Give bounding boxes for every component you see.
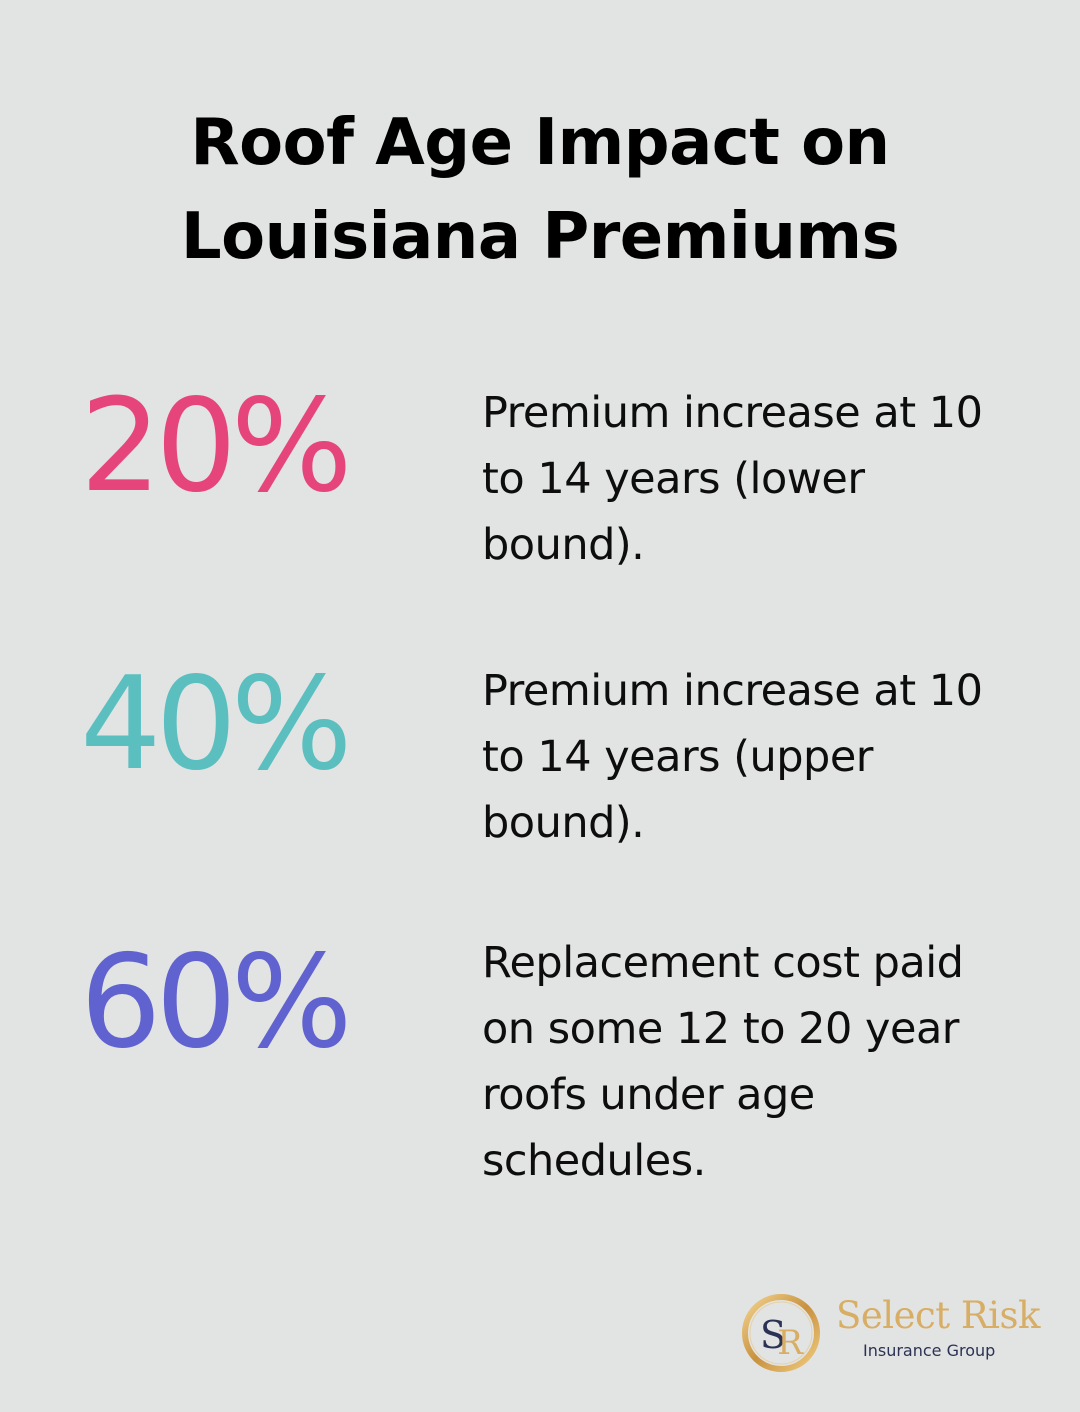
- page-title: Roof Age Impact on Louisiana Premiums: [0, 96, 1080, 284]
- stat-description-line: Premium increase at 10: [482, 388, 983, 438]
- stat-value: 60%: [80, 928, 353, 1077]
- stat-description-line: bound).: [482, 798, 645, 848]
- logo-monogram-s: S: [760, 1313, 786, 1357]
- stat-description-line: Replacement cost paid: [482, 938, 964, 988]
- stat-description-line: roofs under age: [482, 1070, 815, 1120]
- stat-description-line: to 14 years (lower: [482, 454, 865, 504]
- title-line-2: Louisiana Premiums: [180, 200, 900, 274]
- logo-subtitle: Insurance Group: [863, 1341, 996, 1360]
- logo-name: Select Risk: [836, 1294, 1040, 1337]
- stat-description-line: to 14 years (upper: [482, 732, 873, 782]
- stat-description-line: bound).: [482, 520, 645, 570]
- stat-description: Replacement cost paid on some 12 to 20 y…: [482, 930, 1042, 1194]
- stat-description-line: Premium increase at 10: [482, 666, 983, 716]
- stat-value: 20%: [80, 372, 353, 521]
- stat-description-line: schedules.: [482, 1136, 706, 1186]
- stat-value: 40%: [80, 650, 353, 799]
- title-line-1: Roof Age Impact on: [190, 106, 890, 180]
- stat-description-line: on some 12 to 20 year: [482, 1004, 960, 1054]
- stat-description: Premium increase at 10 to 14 years (uppe…: [482, 658, 1042, 856]
- logo-monogram-icon: S R: [742, 1294, 820, 1372]
- logo-monogram-r: R: [777, 1323, 804, 1363]
- stat-description: Premium increase at 10 to 14 years (lowe…: [482, 380, 1042, 578]
- company-logo: S R Select Risk Insurance Group: [740, 1290, 1040, 1380]
